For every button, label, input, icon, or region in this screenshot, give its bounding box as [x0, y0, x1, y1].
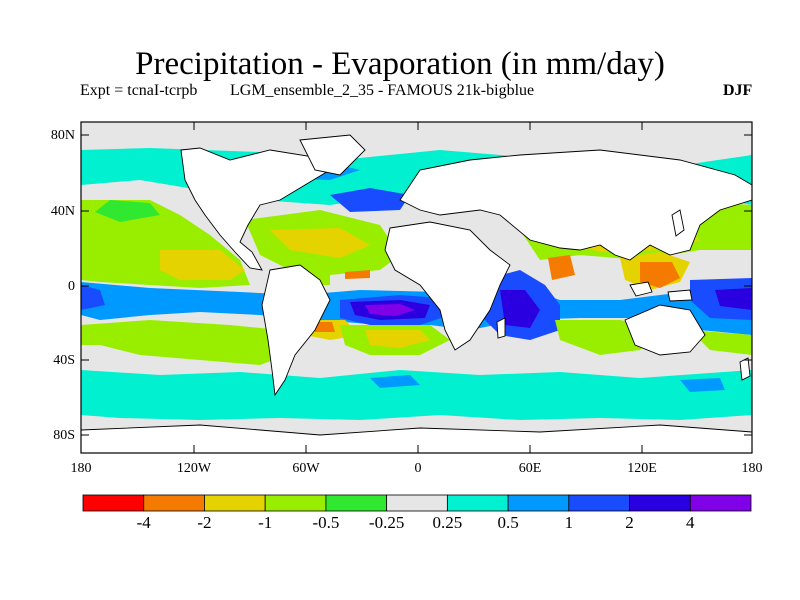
island-japan [671, 209, 685, 237]
pe-region-positive [330, 188, 410, 212]
lon-label: 60W [292, 461, 320, 476]
pe-region-negative [365, 330, 430, 348]
pe-region-negative [690, 330, 752, 355]
colorbar-swatch [386, 494, 448, 512]
landmass-greenland [299, 134, 366, 176]
colorbar-swatch [82, 494, 145, 512]
lon-label: 120E [627, 461, 657, 476]
lon-label: 180 [741, 461, 763, 476]
colorbar-label: 0.25 [432, 513, 463, 532]
colorbar-swatch [264, 494, 327, 512]
lon-label: 60E [518, 461, 542, 476]
ensemble-label: LGM_ensemble_2_35 - FAMOUS 21k-bigblue [230, 82, 535, 99]
pe-region-negative [81, 320, 300, 365]
pe-region-positive [81, 285, 105, 310]
colorbar-label: 0.5 [497, 513, 519, 532]
colorbar-label: -4 [136, 513, 151, 532]
axis-ticks [81, 122, 752, 453]
pe-region-positive [365, 304, 415, 316]
island-new-guinea [667, 289, 693, 302]
pe-region-negative [95, 200, 160, 222]
map-title: Precipitation - Evaporation (in mm/day) [135, 46, 665, 82]
colorbar-label: 4 [686, 513, 695, 532]
landmass-africa [384, 221, 511, 351]
lat-label: 80N [50, 128, 75, 143]
lat-label: 0 [68, 279, 75, 294]
pe-region-positive [500, 290, 540, 328]
pe-region-negative [270, 228, 370, 258]
colorbar-swatch [507, 494, 570, 512]
island-madagascar [496, 317, 506, 339]
colorbar-swatch [325, 494, 388, 512]
pe-region-negative [160, 250, 245, 280]
colorbar-label: -2 [197, 513, 212, 532]
colorbar [82, 494, 752, 512]
map-frame [80, 121, 753, 454]
colorbar-label: -1 [258, 513, 273, 532]
lat-label: 40S [53, 353, 75, 368]
colorbar-swatch [629, 494, 691, 512]
landmass-australia [624, 304, 706, 356]
colorbar-label: -0.25 [368, 513, 405, 532]
lon-label: 0 [414, 461, 422, 476]
pe-region-positive [81, 370, 752, 420]
colorbar-swatch [568, 494, 630, 512]
colorbar-swatch [204, 494, 266, 512]
colorbar-label: 2 [625, 513, 634, 532]
colorbar-swatch [689, 494, 752, 512]
season-label: DJF [723, 82, 753, 99]
island-indonesia [629, 281, 653, 297]
colorbar-label: -0.5 [312, 513, 340, 532]
colorbar-swatch [143, 494, 205, 512]
island-new-zealand [739, 357, 751, 381]
continents [81, 134, 752, 453]
landmass-antarctica [81, 424, 752, 453]
landmass-eurasia [399, 149, 752, 261]
lon-label: 120W [176, 461, 212, 476]
colorbar-swatch [446, 494, 509, 512]
pe-region-negative [640, 262, 680, 288]
lat-label: 40N [50, 204, 75, 219]
lon-label: 180 [70, 461, 92, 476]
pe-region-positive [715, 288, 752, 310]
landmass-south-america [261, 264, 331, 397]
colorbar-label: 1 [564, 513, 574, 532]
experiment-label: Expt = tcnaI-tcrpb [80, 82, 198, 99]
islands [496, 209, 751, 381]
pe-region-negative [345, 270, 370, 279]
landmass-north-america [180, 147, 331, 271]
pe-region-positive [680, 378, 725, 392]
pe-region-negative [548, 255, 575, 280]
lat-label: 80S [53, 428, 75, 443]
pe-region-positive [370, 375, 420, 388]
